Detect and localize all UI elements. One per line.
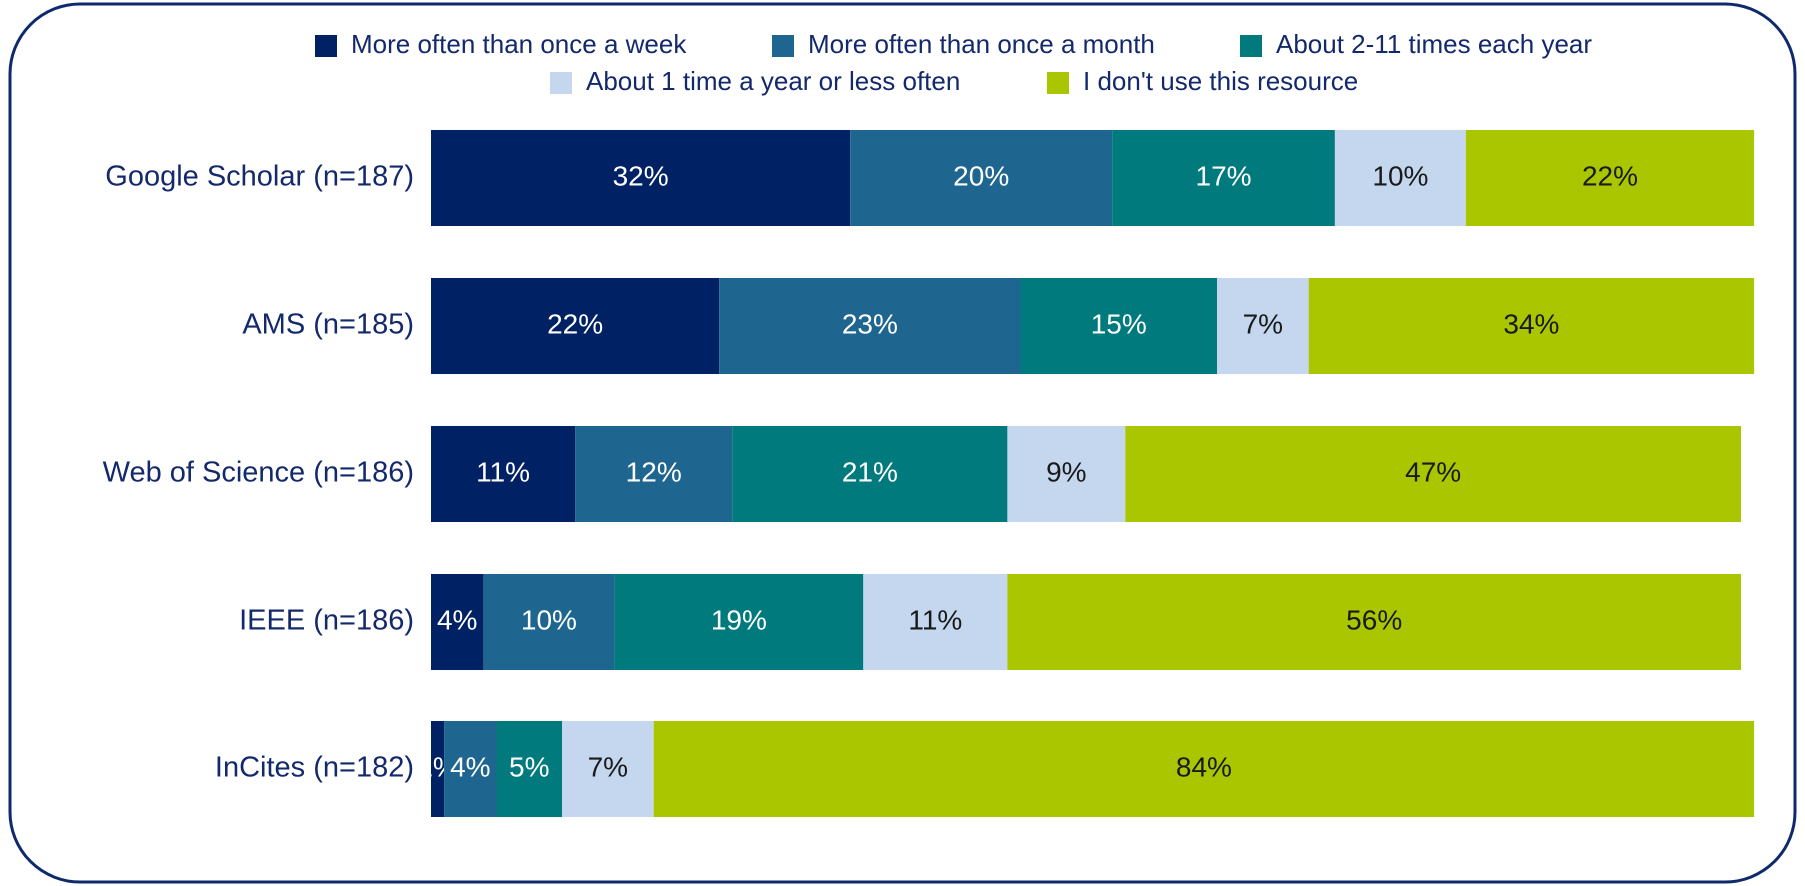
data-label: 22% (547, 308, 603, 339)
bar-segment (444, 721, 497, 817)
category-label: InCites (n=182) (215, 752, 414, 784)
bar-segment (614, 574, 864, 670)
bar-segment (1112, 130, 1335, 226)
legend-label: About 1 time a year or less often (586, 66, 960, 96)
data-label: 9% (1046, 456, 1086, 487)
bar-segment (1125, 426, 1741, 522)
bar-segment (732, 426, 1008, 522)
legend-label: I don't use this resource (1083, 66, 1358, 96)
bar-segment (575, 426, 733, 522)
legend-swatch (1047, 72, 1069, 94)
data-label: 12% (626, 456, 682, 487)
data-label: 4% (437, 604, 477, 635)
legend-label: About 2-11 times each year (1276, 29, 1592, 59)
data-label: 11% (908, 604, 962, 635)
bar-segment (1465, 130, 1755, 226)
data-label: 32% (613, 160, 669, 191)
data-label: 19% (711, 604, 767, 635)
data-label: 4% (450, 751, 490, 782)
legend-swatch (315, 35, 337, 57)
legend-label: More often than once a month (808, 29, 1155, 59)
category-label: Web of Science (n=186) (103, 457, 414, 489)
bar-segment (483, 574, 615, 670)
category-label: Google Scholar (n=187) (105, 161, 414, 193)
data-label: 23% (842, 308, 898, 339)
bar-segment (431, 426, 576, 522)
data-label: 7% (588, 751, 628, 782)
data-label: 7% (1243, 308, 1283, 339)
data-label: 20% (953, 160, 1009, 191)
legend-swatch (772, 35, 794, 57)
bar-segment (653, 721, 1755, 817)
bar-segment (863, 574, 1008, 670)
bar-segment (719, 278, 1021, 374)
data-label: 15% (1091, 308, 1147, 339)
data-label: 5% (509, 751, 549, 782)
data-label: 22% (1582, 160, 1638, 191)
data-label: 47% (1405, 456, 1461, 487)
category-label: IEEE (n=186) (239, 605, 414, 637)
bar-segment (1007, 574, 1741, 670)
bar-segment (1020, 278, 1217, 374)
bar-segment (1007, 426, 1126, 522)
bar-segment (431, 574, 484, 670)
data-label: 21% (842, 456, 898, 487)
bar-segment (431, 130, 851, 226)
data-label: 17% (1196, 160, 1252, 191)
data-label: 34% (1503, 308, 1559, 339)
bar-segment (1308, 278, 1755, 374)
bar-segment (562, 721, 654, 817)
data-label: 10% (1372, 160, 1428, 191)
bar-segment (850, 130, 1113, 226)
bar-segment (1334, 130, 1466, 226)
data-label: 10% (521, 604, 577, 635)
data-label: 11% (476, 456, 530, 487)
legend-label: More often than once a week (351, 29, 687, 59)
category-label: AMS (n=185) (242, 309, 414, 341)
bar-segment (431, 721, 445, 817)
bar-segment (496, 721, 562, 817)
data-label: 56% (1346, 604, 1402, 635)
bar-segment (1217, 278, 1309, 374)
bar-segment (431, 278, 720, 374)
data-label: 84% (1176, 751, 1232, 782)
legend-swatch (1240, 35, 1262, 57)
legend-swatch (550, 72, 572, 94)
